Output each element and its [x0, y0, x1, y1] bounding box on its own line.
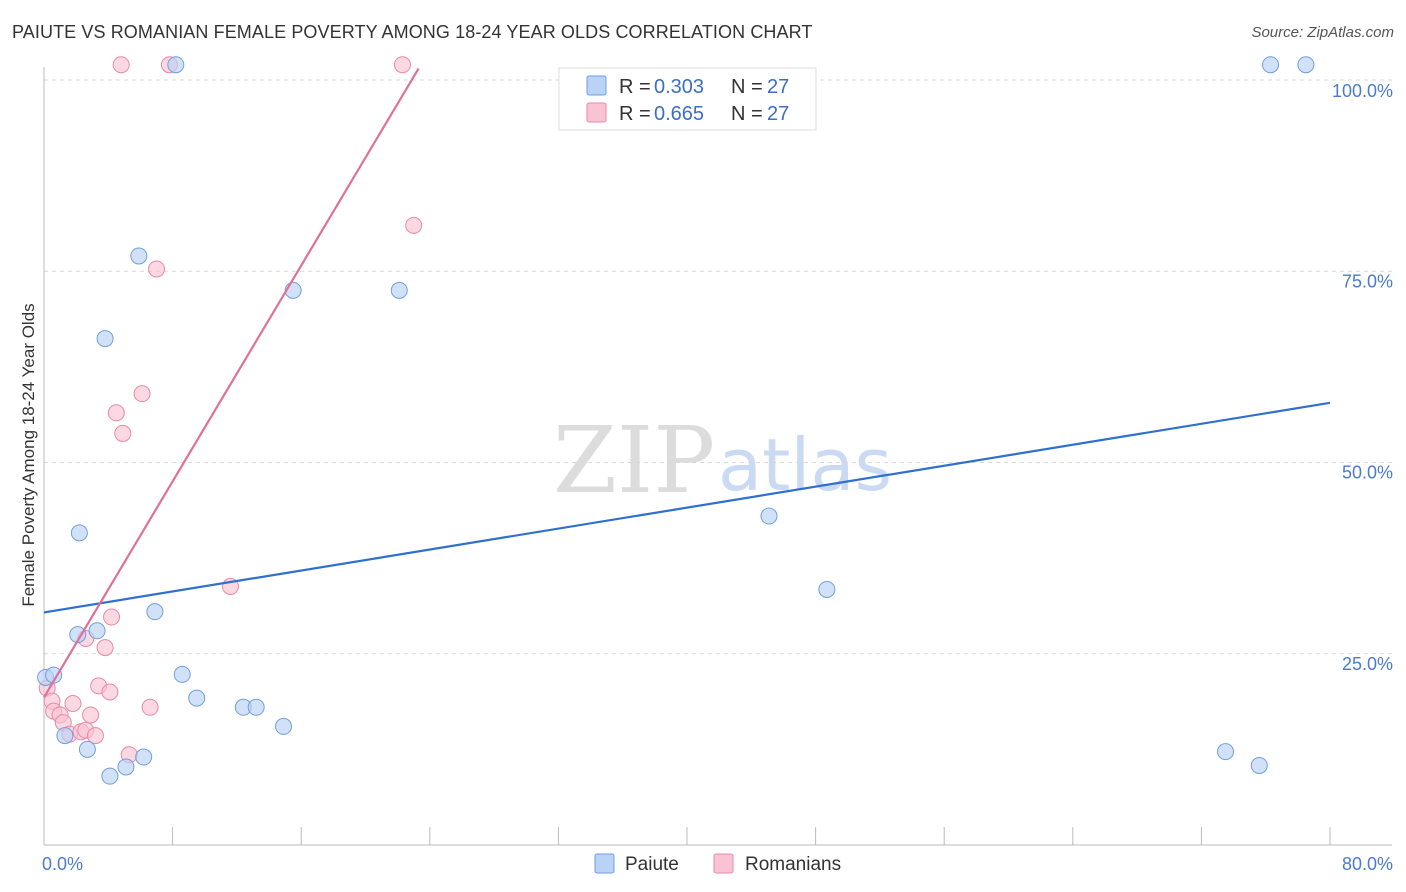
romanians-point-25: [393, 56, 411, 74]
series-legend-label-romanians: Romanians: [745, 854, 841, 875]
x-tick-labels: 0.0% 80.0%: [42, 854, 1393, 874]
paiute-point-11: [135, 748, 153, 766]
paiute-point-15: [188, 689, 206, 707]
y-tick-label-100: 100.0%: [1332, 81, 1393, 101]
legend-r-label-romanians: R =: [619, 103, 651, 125]
paiute-point-5: [78, 740, 96, 758]
romanians-point-14: [101, 683, 119, 701]
romanians-trend-line: [43, 67, 420, 698]
series-legend-label-paiute: Paiute: [625, 854, 679, 875]
paiute-point-8: [101, 767, 119, 785]
series-legend-swatch-paiute: [594, 853, 615, 874]
romanians-points: [38, 56, 423, 764]
y-tick-label-25: 25.0%: [1342, 654, 1393, 674]
legend-r-value-romanians: 0.665: [654, 103, 704, 125]
paiute-point-12: [146, 603, 164, 621]
paiute-point-21: [760, 507, 778, 525]
paiute-point-17: [247, 698, 265, 716]
x-tick-label-0: 0.0%: [42, 854, 83, 874]
source-credit: Source: ZipAtlas.com: [1251, 24, 1394, 41]
romanians-point-21: [141, 698, 159, 716]
paiute-point-4: [70, 524, 88, 542]
romanians-point-16: [107, 404, 125, 422]
y-tick-label-75: 75.0%: [1342, 271, 1393, 291]
legend-swatch-paiute: [586, 75, 607, 96]
romanians-point-10: [82, 706, 100, 724]
grid-lines: [44, 79, 1392, 655]
y-tick-label-50: 50.0%: [1342, 463, 1393, 483]
y-axis-label: Female Poverty Among 18-24 Year Olds: [19, 303, 38, 606]
romanians-point-13: [96, 639, 114, 657]
paiute-point-26: [1297, 56, 1315, 74]
series-legend: Paiute Romanians: [594, 853, 841, 875]
paiute-point-2: [56, 727, 74, 745]
paiute-points: [37, 56, 1315, 785]
axes: [43, 67, 1392, 846]
paiute-point-9: [117, 758, 135, 776]
legend-n-value-romanians: 27: [767, 103, 789, 125]
legend-swatch-romanians: [586, 102, 607, 123]
romanians-point-6: [64, 694, 82, 712]
legend-n-label-paiute: N =: [731, 76, 763, 98]
watermark: ZIP atlas: [553, 407, 892, 514]
chart-title: PAIUTE VS ROMANIAN FEMALE POVERTY AMONG …: [12, 22, 813, 42]
romanians-point-22: [148, 260, 166, 278]
paiute-point-25: [1262, 56, 1280, 74]
romanians-point-11: [86, 727, 104, 745]
series-legend-swatch-romanians: [713, 853, 734, 874]
paiute-point-18: [275, 717, 293, 735]
paiute-point-22: [818, 580, 836, 598]
legend-r-value-paiute: 0.303: [654, 76, 704, 98]
romanians-point-15: [103, 608, 121, 626]
watermark-atlas: atlas: [718, 423, 892, 507]
paiute-point-24: [1250, 756, 1268, 774]
paiute-point-20: [390, 281, 408, 299]
legend-n-value-paiute: 27: [767, 76, 789, 98]
romanians-point-18: [114, 424, 132, 442]
x-tick-label-80: 80.0%: [1342, 854, 1393, 874]
paiute-point-13: [167, 56, 185, 74]
paiute-point-7: [96, 330, 114, 348]
paiute-point-23: [1217, 743, 1235, 761]
paiute-trend-line: [43, 401, 1331, 614]
paiute-point-6: [88, 622, 106, 640]
paiute-point-10: [130, 247, 148, 265]
paiute-point-14: [173, 665, 191, 683]
romanians-point-17: [112, 56, 130, 74]
watermark-zip: ZIP: [553, 407, 715, 514]
romanians-point-26: [405, 216, 423, 234]
legend-n-label-romanians: N =: [731, 103, 763, 125]
legend-r-label-paiute: R =: [619, 76, 651, 98]
trend-lines: [43, 67, 1331, 698]
romanians-point-20: [133, 385, 151, 403]
legend: R = 0.303 N = 27 R = 0.665 N = 27: [558, 67, 817, 131]
y-tick-labels: 25.0% 50.0% 75.0% 100.0%: [1332, 81, 1393, 674]
